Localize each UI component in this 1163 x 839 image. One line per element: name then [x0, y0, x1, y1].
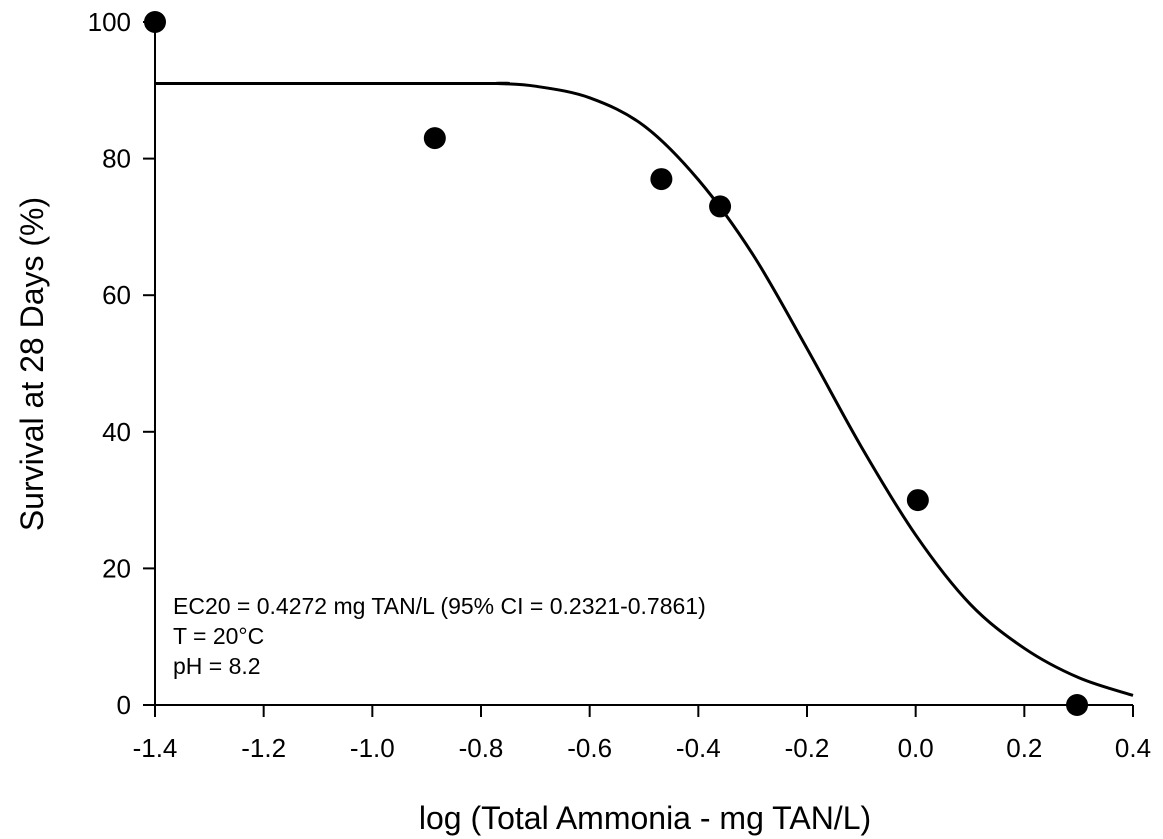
x-tick-label: -0.2 — [785, 733, 830, 763]
x-tick-label: -0.8 — [459, 733, 504, 763]
x-tick-label: -1.2 — [241, 733, 286, 763]
x-axis-tick-labels: -1.4 -1.2 -1.0 -0.8 -0.6 -0.4 -0.2 0.0 0.2 0.4 — [133, 733, 1151, 763]
y-tick-label: 40 — [102, 417, 131, 447]
data-point — [650, 168, 673, 191]
data-points — [144, 11, 1089, 716]
data-point — [906, 489, 929, 512]
y-axis-ticks — [143, 21, 155, 706]
y-tick-label: 60 — [102, 280, 131, 310]
x-tick-label: -0.6 — [567, 733, 612, 763]
x-tick-label: -0.4 — [676, 733, 721, 763]
x-tick-label: 0.4 — [1115, 733, 1151, 763]
y-tick-label: 100 — [88, 7, 131, 37]
y-tick-label: 20 — [102, 553, 131, 583]
x-tick-label: 0.2 — [1006, 733, 1042, 763]
x-axis-title: log (Total Ammonia - mg TAN/L) — [419, 800, 871, 836]
annotation-temperature: T = 20°C — [173, 623, 264, 649]
annotation-ec20: EC20 = 0.4272 mg TAN/L (95% CI = 0.2321-… — [173, 593, 706, 619]
data-point — [144, 11, 166, 33]
data-point — [423, 127, 446, 150]
y-tick-label: 0 — [117, 690, 131, 720]
x-axis-ticks — [154, 705, 1134, 717]
y-axis-title: Survival at 28 Days (%) — [14, 197, 50, 531]
x-tick-label: -1.4 — [133, 733, 178, 763]
data-point — [709, 195, 732, 218]
x-tick-label: 0.0 — [898, 733, 934, 763]
fitted-curve — [155, 81, 1134, 697]
data-point — [1066, 694, 1089, 716]
y-tick-label: 80 — [102, 144, 131, 174]
x-tick-label: -1.0 — [350, 733, 395, 763]
y-axis-tick-labels: 0 20 40 60 80 100 — [88, 7, 131, 720]
annotation-ph: pH = 8.2 — [173, 653, 261, 679]
